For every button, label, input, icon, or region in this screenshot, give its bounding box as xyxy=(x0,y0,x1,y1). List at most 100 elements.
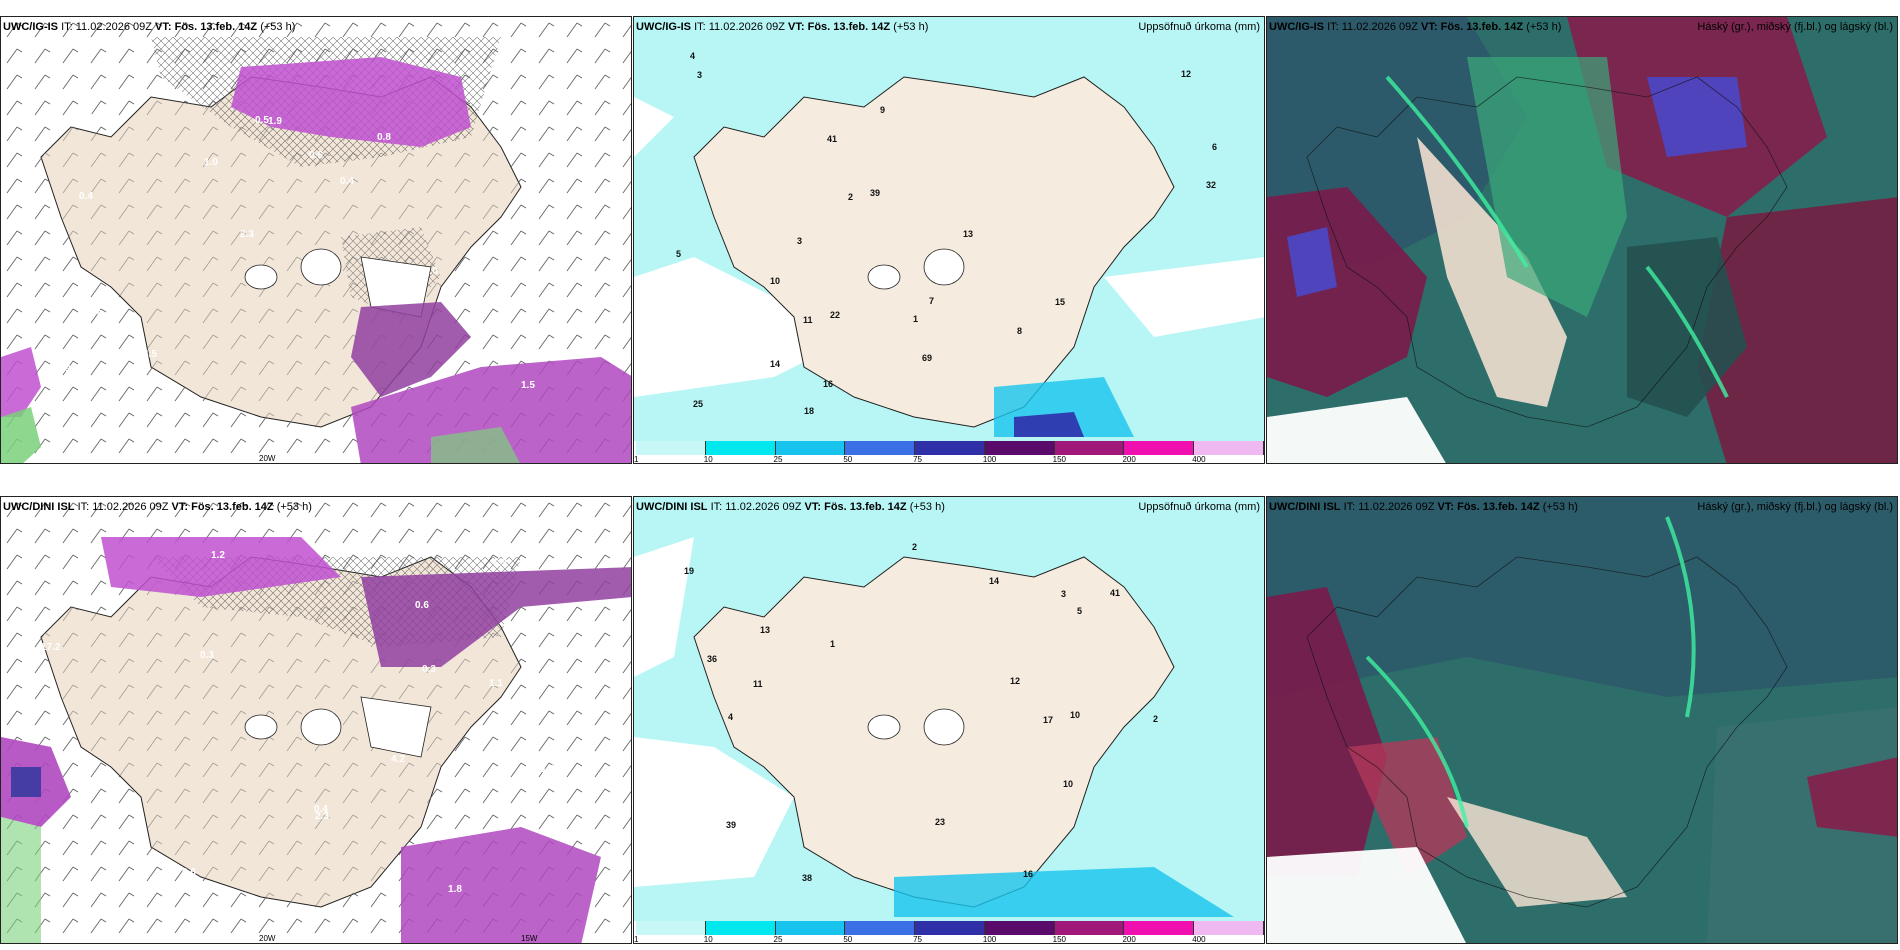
colorbar-tick-label: 1 xyxy=(634,935,639,944)
colorbar-2: 1 10 25 50 75 100 150 200 400 xyxy=(634,921,1264,943)
value-label: 0.3 xyxy=(57,364,71,375)
vt-label: VT: Fös. 13.feb. 14Z xyxy=(788,21,891,33)
value-label: 10 xyxy=(1063,779,1073,789)
cloud-title-1: Háský (gr.), miðský (fj.bl.) og lágský (… xyxy=(1697,21,1893,33)
lead-label: (+53 h) xyxy=(909,501,945,513)
colorbar-tick-label: 25 xyxy=(773,935,783,944)
value-label: 23 xyxy=(935,817,945,827)
value-label: 1.1 xyxy=(489,678,503,689)
cloud-panel-1[interactable]: UWC/IG-IS IT: 11.02.2026 09Z VT: Fös. 13… xyxy=(1266,16,1898,464)
value-label: 36 xyxy=(707,654,717,664)
colorbar-tick-label: 200 xyxy=(1122,455,1136,464)
value-label: 2.8 xyxy=(530,99,544,110)
header-precip-2: UWC/DINI ISL IT: 11.02.2026 09Z VT: Fös.… xyxy=(636,499,945,515)
cloud-panel-2[interactable]: UWC/DINI ISL IT: 11.02.2026 09Z VT: Fös.… xyxy=(1266,496,1898,944)
colorbar-swatch xyxy=(915,441,985,455)
colorbar-tick-label: 150 xyxy=(1052,935,1067,944)
value-label: 22 xyxy=(830,310,840,320)
it-label: IT: 11.02.2026 09Z xyxy=(61,21,152,33)
value-label: 1.0 xyxy=(204,157,218,168)
colorbar-tick-label: 75 xyxy=(913,455,923,464)
value-label: 12 xyxy=(1181,69,1191,79)
value-label: 10 xyxy=(770,276,780,286)
value-label: 0.5 xyxy=(109,859,123,870)
value-label: 2.3 xyxy=(240,229,254,240)
vt-label: VT: Fös. 13.feb. 14Z xyxy=(804,501,907,513)
value-label: 2 xyxy=(848,192,853,202)
value-label: -3.3 xyxy=(379,886,397,897)
value-label: 0.4 xyxy=(79,191,93,202)
value-label: 4 xyxy=(690,51,695,61)
wind-map-2: 1.2 1.8 2.3 0.5 0.4 0.3 1.2 0.6 -3.3 1.1 4.2 6.3 17.… xyxy=(1,497,631,943)
wind-panel-1[interactable]: 1.5 0.4 2.8 2.3 0.8 0.4 0.5 0.6 0.4 1.0 0.3 4.5 1.9 0… xyxy=(0,16,632,464)
vt-label: VT: Fös. 13.feb. 14Z xyxy=(1421,21,1524,33)
value-label: 1.0 xyxy=(424,266,438,277)
value-label: 38 xyxy=(802,873,812,883)
header-cloud-2: UWC/DINI ISL IT: 11.02.2026 09Z VT: Fös.… xyxy=(1269,499,1578,515)
value-label: 0.4 xyxy=(314,804,328,815)
value-label: 0.3 xyxy=(200,650,214,661)
lead-label: (+53 h) xyxy=(1542,501,1578,513)
precip-panel-1[interactable]: 3 4 5 12 6 8 9 22 25 15 11 13 18 10 7 2 1 14 41 39 32 69 16 3 U… xyxy=(633,16,1265,464)
model-label: UWC/DINI ISL xyxy=(1269,501,1341,513)
value-label: 17 xyxy=(1043,715,1053,725)
value-label: 4.5 xyxy=(143,349,157,360)
it-label: IT: 11.02.2026 09Z xyxy=(1343,501,1435,513)
value-label: 1.2 xyxy=(211,550,225,561)
colorbar-swatch xyxy=(845,441,916,455)
row-1: 1.5 0.4 2.8 2.3 0.8 0.4 0.5 0.6 0.4 1.0 0.3 4.5 1.9 0… xyxy=(0,16,1900,464)
colorbar-tick-label: 150 xyxy=(1052,455,1067,464)
value-label: 0.6 xyxy=(415,600,429,611)
value-label: 39 xyxy=(726,820,736,830)
colorbar-swatch xyxy=(1054,921,1125,935)
value-label: 69 xyxy=(922,353,932,363)
value-label: 0.8 xyxy=(377,132,391,143)
it-label: IT: 11.02.2026 09Z xyxy=(1327,21,1418,33)
precip-title-2: Uppsöfnuð úrkoma (mm) xyxy=(1138,501,1260,513)
colorbar-tick-label: 1 xyxy=(634,455,639,464)
value-label: 3 xyxy=(697,70,702,80)
value-label: 2.2 xyxy=(87,112,101,123)
colorbar-swatch xyxy=(984,921,1055,935)
value-label: 41 xyxy=(1110,588,1120,598)
row-2: 1.2 1.8 2.3 0.5 0.4 0.3 1.2 0.6 -3.3 1.1 4.2 6.3 17.… xyxy=(0,496,1900,944)
lead-label: (+53 h) xyxy=(893,21,929,33)
it-label: IT: 11.02.2026 09Z xyxy=(710,501,802,513)
colorbar-swatch xyxy=(1054,441,1125,455)
model-label: UWC/DINI ISL xyxy=(3,501,75,513)
cloud-map-1 xyxy=(1267,17,1897,463)
precip-panel-2[interactable]: 3 2 5 13 10 11 23 17 16 19 12 14 4 2 1 36 41 39 38 10 UWC/D… xyxy=(633,496,1265,944)
model-label: UWC/IG-IS xyxy=(3,21,58,33)
lon-label-2: 15W xyxy=(521,934,538,943)
value-label: 12 xyxy=(1010,676,1020,686)
wind-panel-2[interactable]: 1.2 1.8 2.3 0.5 0.4 0.3 1.2 0.6 -3.3 1.1 4.2 6.3 17.… xyxy=(0,496,632,944)
value-label: 0.3 xyxy=(422,664,436,675)
value-label: 19 xyxy=(684,566,694,576)
colorbar-swatch xyxy=(1124,441,1195,455)
colorbar-swatch xyxy=(705,921,776,935)
value-label: 32 xyxy=(1206,180,1216,190)
value-label: 1.9 xyxy=(268,116,282,127)
colorbar-swatch xyxy=(636,921,706,935)
value-label: 39 xyxy=(870,188,880,198)
lead-label: (+53 h) xyxy=(1526,21,1562,33)
value-label: 25 xyxy=(693,399,703,409)
value-label: 0.4 xyxy=(106,386,120,397)
value-label: 0.5 xyxy=(255,115,269,126)
colorbar-swatch xyxy=(1194,441,1264,455)
value-label: 4 xyxy=(728,712,733,722)
lon-label: 20W xyxy=(259,934,276,943)
value-label: 14 xyxy=(770,359,780,369)
value-label: 14 xyxy=(989,576,999,586)
model-label: UWC/IG-IS xyxy=(1269,21,1324,33)
colorbar-swatch xyxy=(775,441,846,455)
colorbar-tick-label: 25 xyxy=(773,455,783,464)
colorbar-1: 1 10 25 50 75 100 150 200 400 xyxy=(634,441,1264,463)
value-label: 11 xyxy=(753,679,763,689)
colorbar-swatch xyxy=(915,921,985,935)
value-label: 13 xyxy=(760,625,770,635)
model-label: UWC/DINI ISL xyxy=(636,501,708,513)
value-label: 5 xyxy=(676,249,681,259)
value-label: 15 xyxy=(1055,297,1065,307)
